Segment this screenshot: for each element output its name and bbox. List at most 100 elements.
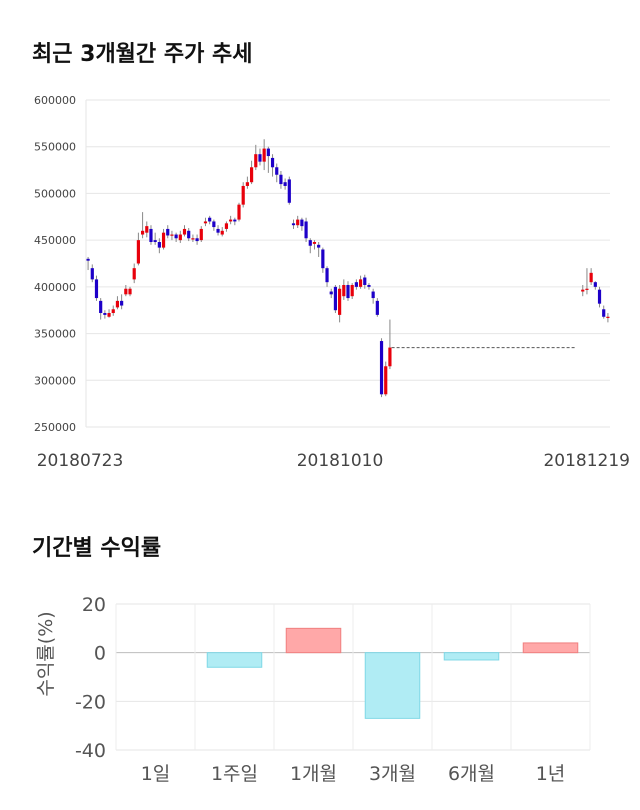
price-y-tick: 300000 — [34, 374, 76, 387]
candle-body — [581, 289, 585, 292]
returns-bar — [285, 627, 342, 654]
candle — [170, 230, 174, 241]
returns-x-tick: 1주일 — [211, 763, 258, 785]
candle-body — [166, 228, 170, 236]
candle — [220, 227, 224, 237]
returns-x-tick: 1일 — [141, 763, 171, 785]
candle-body — [379, 341, 384, 395]
candle-body — [321, 249, 325, 269]
candle-body — [224, 223, 229, 229]
price-trend-title: 최근 3개월간 주가 추세 — [32, 42, 253, 67]
candle-body — [174, 234, 178, 239]
candle — [346, 281, 350, 301]
candle — [296, 215, 300, 228]
candle-body — [350, 284, 354, 297]
candle — [358, 275, 363, 289]
candle — [120, 294, 124, 310]
candle-body — [128, 288, 132, 295]
candle-body — [94, 279, 99, 299]
candle — [321, 247, 325, 273]
candle-body — [270, 157, 275, 168]
price-y-tick: 550000 — [34, 141, 76, 154]
candle — [287, 176, 291, 205]
candle-body — [245, 182, 249, 186]
candle-body — [266, 148, 270, 157]
candle-body — [233, 219, 237, 222]
candle-body — [216, 228, 220, 233]
returns-title: 기간별 수익률 — [32, 536, 162, 561]
candle-body — [241, 185, 245, 205]
price-y-tick: 600000 — [34, 94, 76, 107]
candle-body — [304, 221, 308, 239]
candle-body — [585, 288, 589, 290]
candle-body — [124, 288, 128, 295]
candle-body — [325, 268, 329, 283]
candle — [379, 338, 384, 398]
candle-body — [275, 167, 279, 175]
candle — [132, 263, 136, 284]
candle — [107, 309, 111, 318]
candle — [140, 212, 145, 239]
candle — [333, 284, 338, 314]
price-y-tick: 500000 — [34, 187, 76, 200]
candle — [384, 361, 388, 397]
candle — [354, 279, 358, 290]
candle-body — [157, 242, 161, 248]
candle-body — [312, 242, 317, 244]
candle — [149, 225, 153, 245]
candle-body — [86, 258, 90, 261]
candle — [212, 219, 216, 231]
candle-body — [358, 279, 363, 287]
candle-body — [338, 288, 342, 315]
returns-grid — [115, 603, 591, 751]
candle-body — [229, 219, 233, 222]
candle — [329, 288, 333, 299]
price-y-axis: 600000 550000 500000 450000 400000 350000 3000… — [34, 94, 76, 434]
candle-body — [300, 219, 304, 227]
candle — [90, 264, 94, 283]
candle — [283, 178, 287, 190]
candle — [606, 313, 610, 323]
candle — [203, 217, 208, 227]
candle-body — [291, 223, 296, 226]
candle — [350, 283, 354, 300]
candle — [174, 232, 178, 243]
candle-body — [363, 277, 367, 285]
candle-body — [120, 300, 124, 306]
candle-body — [103, 313, 107, 315]
candle-body — [203, 221, 208, 224]
candle — [157, 238, 161, 254]
candle — [270, 154, 275, 177]
returns-bar — [522, 642, 579, 654]
candle — [229, 215, 233, 225]
candle-body — [258, 154, 262, 162]
returns-y-axis: 20 0 -20 -40 — [75, 594, 106, 762]
candle-body — [287, 179, 291, 203]
candle-body — [354, 282, 358, 287]
candle — [208, 215, 212, 225]
returns-bar — [206, 652, 263, 668]
candle — [111, 305, 115, 316]
candle — [254, 144, 258, 171]
candle-body — [606, 316, 610, 318]
returns-chart: 20 0 -20 -40 1일 1주일 1개월 3개월 6개월 1년 수익률(%) — [35, 594, 591, 785]
candle — [178, 230, 182, 243]
candle-body — [249, 167, 254, 183]
candle — [166, 225, 170, 239]
candle-body — [178, 234, 182, 241]
candle — [593, 281, 597, 290]
candle — [602, 305, 606, 319]
candle-body — [145, 226, 149, 233]
candle-body — [593, 282, 597, 287]
candle — [300, 217, 304, 231]
candle-body — [212, 221, 216, 228]
candle — [128, 286, 132, 297]
candle — [237, 202, 241, 222]
candle — [342, 279, 346, 300]
price-x-tick: 20181010 — [297, 451, 384, 471]
candle — [136, 232, 140, 266]
candle-body — [153, 240, 157, 243]
candle-body — [136, 240, 140, 264]
candle — [124, 284, 128, 297]
candle — [308, 238, 312, 254]
